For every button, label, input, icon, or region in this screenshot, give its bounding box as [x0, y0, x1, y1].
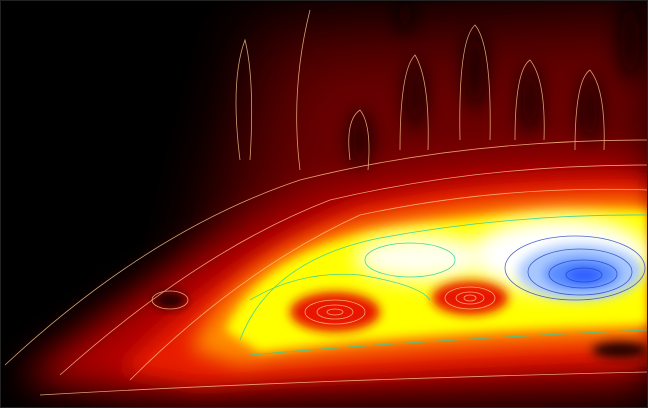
dark-spot — [154, 292, 186, 308]
cool-contours — [239, 214, 648, 356]
blue-peak — [566, 268, 602, 282]
red-spot — [432, 281, 508, 315]
low-power-fingers — [351, 0, 640, 170]
warm-contours — [4, 9, 648, 396]
dark-spot — [592, 342, 648, 358]
contours — [4, 9, 648, 396]
white-core — [355, 234, 485, 282]
blue-contours — [504, 235, 646, 301]
red-spot — [290, 292, 380, 332]
